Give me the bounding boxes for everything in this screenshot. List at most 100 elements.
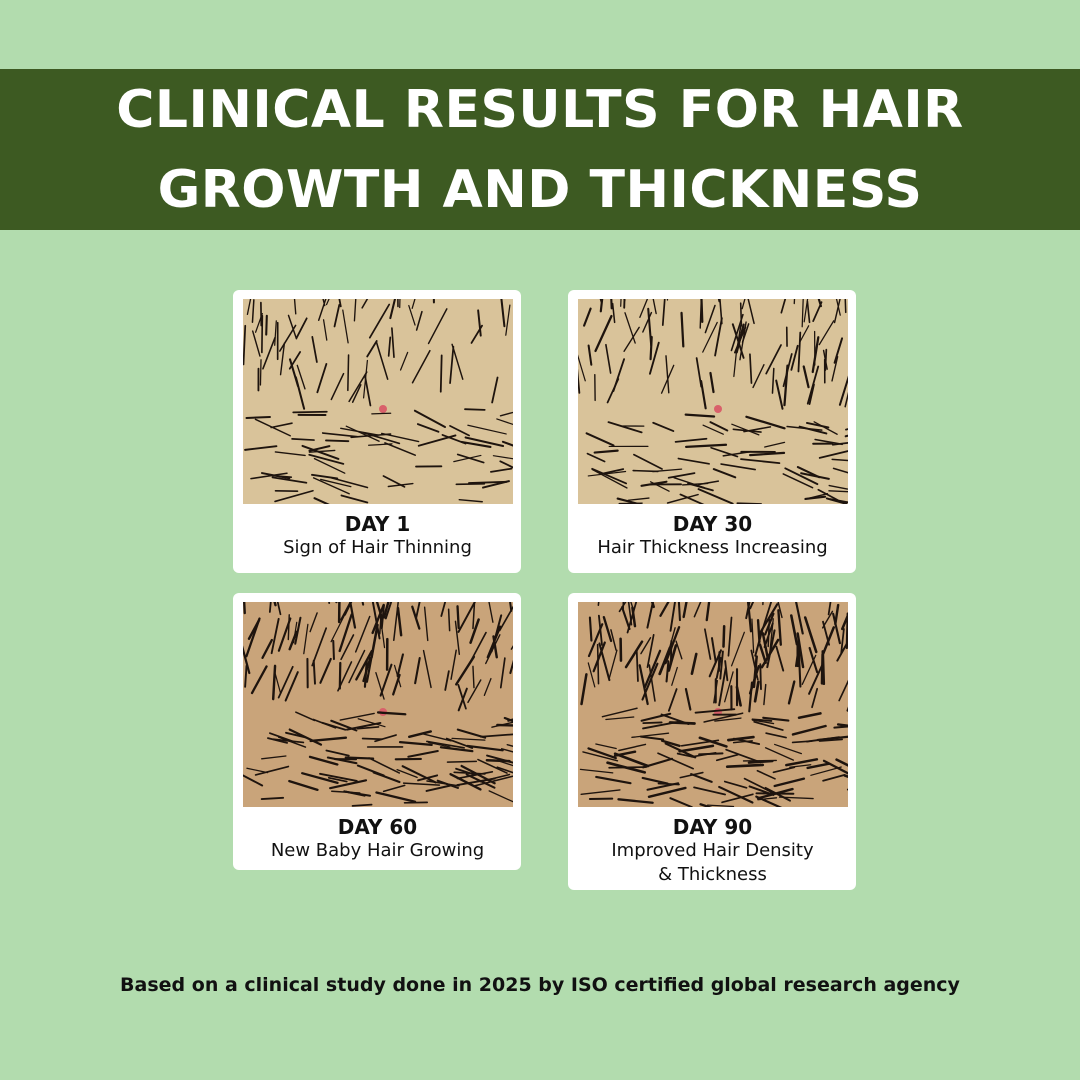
hair-strand (586, 452, 606, 463)
hair-strand (835, 299, 841, 316)
hair-strand (585, 432, 615, 447)
hair-strand (694, 708, 736, 714)
hair-strand (778, 796, 814, 800)
hair-strand (678, 744, 715, 753)
hair-strand (371, 603, 385, 635)
hair-strand (751, 718, 773, 722)
hair-strand (375, 672, 385, 700)
hair-strand (700, 380, 707, 410)
hair-strand (411, 605, 421, 630)
hair-strand (811, 687, 819, 709)
hair-strand (752, 364, 765, 389)
hair-strand (506, 743, 513, 747)
hair-strand (836, 723, 848, 727)
hair-strand (707, 804, 735, 807)
hair-strand (580, 789, 621, 796)
hair-strand (816, 735, 848, 742)
hair-strand (271, 476, 308, 484)
hair-strand (399, 299, 401, 309)
hair-strand (337, 661, 353, 692)
card-description: Sign of Hair Thinning (283, 537, 472, 558)
hair-strand (496, 759, 513, 767)
hair-strand (684, 687, 692, 711)
hair-strand (833, 337, 844, 364)
hair-strand (467, 679, 482, 704)
hair-strand (447, 608, 451, 632)
hair-strand (675, 640, 683, 660)
hair-strand (714, 317, 723, 357)
hair-strand (457, 602, 476, 633)
hair-strand (806, 300, 811, 324)
hair-strand (319, 657, 332, 684)
hair-strand (795, 602, 804, 635)
hair-strand (243, 645, 251, 675)
hair-strand (697, 488, 734, 504)
hair-strand (647, 307, 653, 347)
hair-strand (326, 756, 358, 765)
hair-strand (428, 741, 451, 748)
hair-strand (775, 379, 784, 410)
hair-strand (811, 336, 820, 374)
hair-strand (684, 413, 716, 418)
hair-strand (349, 602, 357, 629)
hair-strand (456, 771, 494, 780)
hair-strand (810, 766, 842, 776)
card-day-label: DAY 90 (672, 815, 753, 839)
hair-strand (610, 629, 617, 651)
hair-strand (765, 344, 782, 375)
hair-strand (425, 784, 453, 792)
hair-strand (718, 785, 754, 804)
hair-strand (396, 653, 404, 677)
hair-strand (639, 299, 649, 318)
card-description: Hair Thickness Increasing (597, 537, 828, 558)
hair-strand (293, 299, 297, 315)
hair-strand (441, 434, 467, 445)
hair-strand (362, 359, 369, 399)
hair-strand (794, 642, 801, 668)
hair-strand (500, 299, 506, 328)
hair-strand (268, 602, 272, 613)
hair-strand (587, 470, 627, 477)
page-title: CLINICAL RESULTS FOR HAIR GROWTH AND THIC… (116, 79, 964, 220)
hair-strand (353, 299, 357, 322)
hair-strand (311, 336, 318, 363)
hair-strand (269, 732, 295, 743)
hair-strand (322, 319, 328, 341)
hair-strand (838, 679, 848, 702)
hair-strand (775, 645, 785, 672)
hair-strand (308, 449, 336, 453)
hair-strand (244, 664, 248, 688)
hair-strand (351, 384, 362, 403)
hair-strand (674, 437, 708, 443)
hair-strand (698, 752, 724, 756)
hair-strand (366, 340, 378, 358)
hair-strand (714, 717, 742, 722)
hair-strand (599, 299, 604, 313)
hair-strand (806, 762, 831, 770)
hair-strand (361, 299, 369, 309)
hair-strand (375, 602, 384, 621)
hair-strand (665, 355, 670, 394)
hair-strand (767, 618, 771, 648)
hair-strand (587, 623, 604, 658)
hair-strand (724, 671, 734, 703)
hair-strand (479, 733, 513, 738)
hair-strand (417, 774, 439, 782)
hair-strand (313, 457, 346, 474)
hair-strand (325, 299, 330, 306)
hair-strand (710, 637, 717, 663)
hair-strand (690, 773, 713, 783)
hair-strand (376, 711, 407, 716)
hair-strand (485, 758, 511, 763)
hair-strand (375, 341, 389, 380)
hair-strand (243, 774, 264, 787)
hair-strand (618, 602, 627, 613)
hair-strand (363, 432, 401, 445)
hair-strand (488, 602, 494, 623)
hair-strand (371, 602, 381, 640)
hair-strand (652, 421, 675, 432)
hair-strand (270, 422, 293, 429)
hair-strand (267, 737, 289, 744)
hair-strand (254, 765, 290, 776)
hair-strand (718, 667, 727, 707)
